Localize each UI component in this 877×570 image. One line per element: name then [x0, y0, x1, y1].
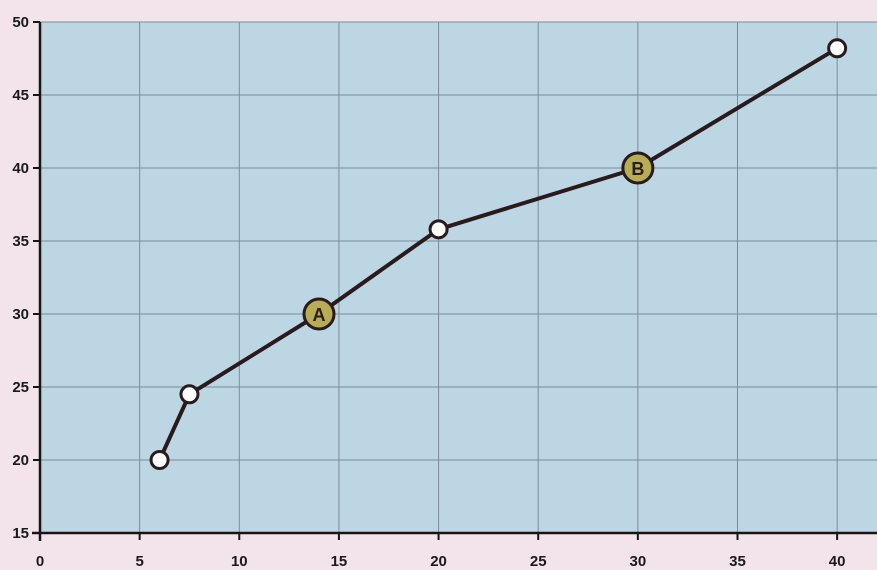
x-tick-label-35: 35: [729, 553, 746, 570]
x-tick-label-40: 40: [829, 553, 846, 570]
tick-labels: 15 20 25 30 35 40 45 50 0 5 10 15 20 25 30 35 40: [12, 14, 845, 570]
series-line-0: [157, 46, 839, 461]
x-tick-label-20: 20: [430, 553, 447, 570]
y-tick-label-25: 25: [12, 379, 29, 396]
x-tick-label-10: 10: [231, 553, 248, 570]
data-point-1: [179, 384, 200, 405]
point-label-B: B: [631, 159, 644, 179]
y-tick-label-20: 20: [12, 452, 29, 469]
y-tick-label-30: 30: [12, 306, 29, 323]
y-tick-label-15: 15: [12, 525, 29, 542]
x-tick-label-30: 30: [630, 553, 647, 570]
x-tick-label-25: 25: [530, 553, 547, 570]
x-tick-label-0: 0: [36, 553, 44, 570]
axes: [32, 21, 877, 541]
y-tick-label-35: 35: [12, 233, 29, 250]
data-point-3: [428, 219, 449, 240]
point-label-A: A: [313, 305, 326, 325]
y-tick-label-45: 45: [12, 87, 29, 104]
y-tick-label-40: 40: [12, 160, 29, 177]
x-tick-label-15: 15: [331, 553, 348, 570]
x-tick-label-5: 5: [135, 553, 143, 570]
series: AB: [149, 38, 848, 470]
y-tick-label-50: 50: [12, 14, 29, 31]
highlight-point-A: [302, 297, 336, 331]
data-point-5: [827, 38, 848, 59]
data-point-0: [149, 450, 170, 470]
grid: [40, 21, 877, 533]
highlight-point-B: [621, 151, 655, 185]
